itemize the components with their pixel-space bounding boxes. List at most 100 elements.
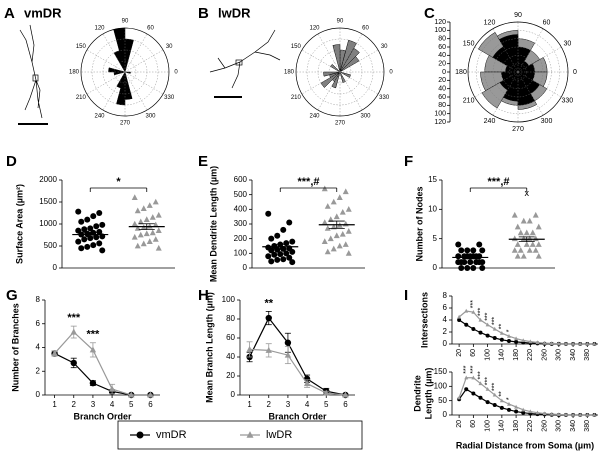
spoke xyxy=(86,49,126,73)
marker xyxy=(514,339,519,344)
rose-wedge xyxy=(116,71,126,106)
y-tick-label: 1500 xyxy=(39,197,57,206)
marker xyxy=(523,229,530,236)
marker xyxy=(556,341,561,346)
marker xyxy=(246,345,253,352)
marker xyxy=(96,228,103,235)
marker xyxy=(514,223,521,230)
marker xyxy=(155,227,162,233)
angle-label: 150 xyxy=(76,44,87,50)
x-tick-label: 300 xyxy=(556,420,563,432)
marker xyxy=(464,375,469,380)
spoke xyxy=(124,71,148,111)
panel-letter: F xyxy=(404,153,413,170)
marker xyxy=(87,225,94,232)
marker xyxy=(289,248,296,255)
marker xyxy=(532,211,539,218)
angle-label: 90 xyxy=(337,19,344,25)
marker xyxy=(517,247,524,253)
y-tick-label: 1000 xyxy=(39,219,57,228)
marker xyxy=(286,219,293,226)
y-tick-label: 15 xyxy=(428,175,437,184)
marker xyxy=(535,340,540,345)
marker xyxy=(549,341,554,345)
panel-letter: H xyxy=(198,287,209,304)
y-tick-label: 100 xyxy=(234,248,248,257)
y-tick-label: 4 xyxy=(36,343,41,352)
marker xyxy=(526,217,533,224)
y-axis-label: Intersections xyxy=(419,292,429,348)
marker xyxy=(96,210,103,216)
rose-wedge xyxy=(124,71,133,100)
annotation: *** xyxy=(492,317,499,325)
angle-label: 270 xyxy=(335,121,346,127)
angle-label: 150 xyxy=(291,44,302,50)
marker xyxy=(464,265,471,271)
y-tick-label: 5 xyxy=(433,234,438,243)
marker xyxy=(342,220,349,227)
spoke xyxy=(301,71,341,95)
marker xyxy=(131,220,138,227)
marker xyxy=(277,251,284,258)
marker xyxy=(342,241,349,247)
outer-ring xyxy=(295,27,385,117)
marker xyxy=(345,250,352,256)
marker xyxy=(89,346,97,353)
marker xyxy=(563,412,568,417)
significance: ***,# xyxy=(487,176,509,188)
annotation: *** xyxy=(477,308,484,316)
marker xyxy=(455,241,462,248)
spoke xyxy=(124,71,164,95)
marker xyxy=(542,411,547,416)
legend-label: lwDR xyxy=(266,429,292,441)
angle-label: 60 xyxy=(362,25,369,31)
angle-label: 30 xyxy=(381,44,388,50)
marker xyxy=(520,217,527,224)
x-tick-label: 140 xyxy=(499,420,506,432)
marker xyxy=(506,407,511,412)
y-axis-label: Mean Dendrite Length (µm) xyxy=(208,166,218,282)
outlier: x xyxy=(525,188,530,198)
y-tick-label: 0 xyxy=(53,263,58,272)
legend-label: vmDR xyxy=(156,429,187,441)
marker xyxy=(333,213,340,220)
marker xyxy=(542,340,547,345)
marker xyxy=(152,236,159,242)
marker xyxy=(134,207,141,214)
marker xyxy=(485,322,490,327)
x-tick-label: 380 xyxy=(584,349,591,361)
y-axis-label: Number of Nodes xyxy=(414,186,424,261)
y-tick-label: 300 xyxy=(234,219,248,228)
spoke xyxy=(517,28,544,73)
x-axis-label: Branch Order xyxy=(268,411,327,421)
panel-title: vmDR xyxy=(24,5,62,20)
marker xyxy=(147,391,154,398)
marker xyxy=(470,265,477,271)
angle-label: 300 xyxy=(360,114,371,120)
angle-label: 0 xyxy=(389,70,393,76)
marker xyxy=(464,387,469,392)
marker xyxy=(470,247,477,254)
r-tick-label: 40 xyxy=(438,52,446,59)
angle-label: 270 xyxy=(120,121,131,127)
x-tick-label: 3 xyxy=(286,400,291,409)
y-tick-label: 4 xyxy=(443,315,448,324)
angle-label: 120 xyxy=(484,19,496,26)
x-tick-label: 5 xyxy=(324,400,329,409)
grid-ring xyxy=(328,60,352,84)
marker xyxy=(464,322,469,327)
marker xyxy=(321,238,328,244)
marker xyxy=(514,409,519,414)
marker xyxy=(131,194,138,200)
marker xyxy=(345,206,352,212)
marker xyxy=(592,341,597,346)
spoke xyxy=(317,71,341,111)
spoke xyxy=(124,33,148,73)
spoke xyxy=(474,46,519,73)
marker xyxy=(471,391,476,396)
angle-label: 330 xyxy=(379,95,390,101)
spoke xyxy=(339,71,379,95)
marker xyxy=(152,198,159,205)
r-tick-label: 100 xyxy=(434,27,446,34)
